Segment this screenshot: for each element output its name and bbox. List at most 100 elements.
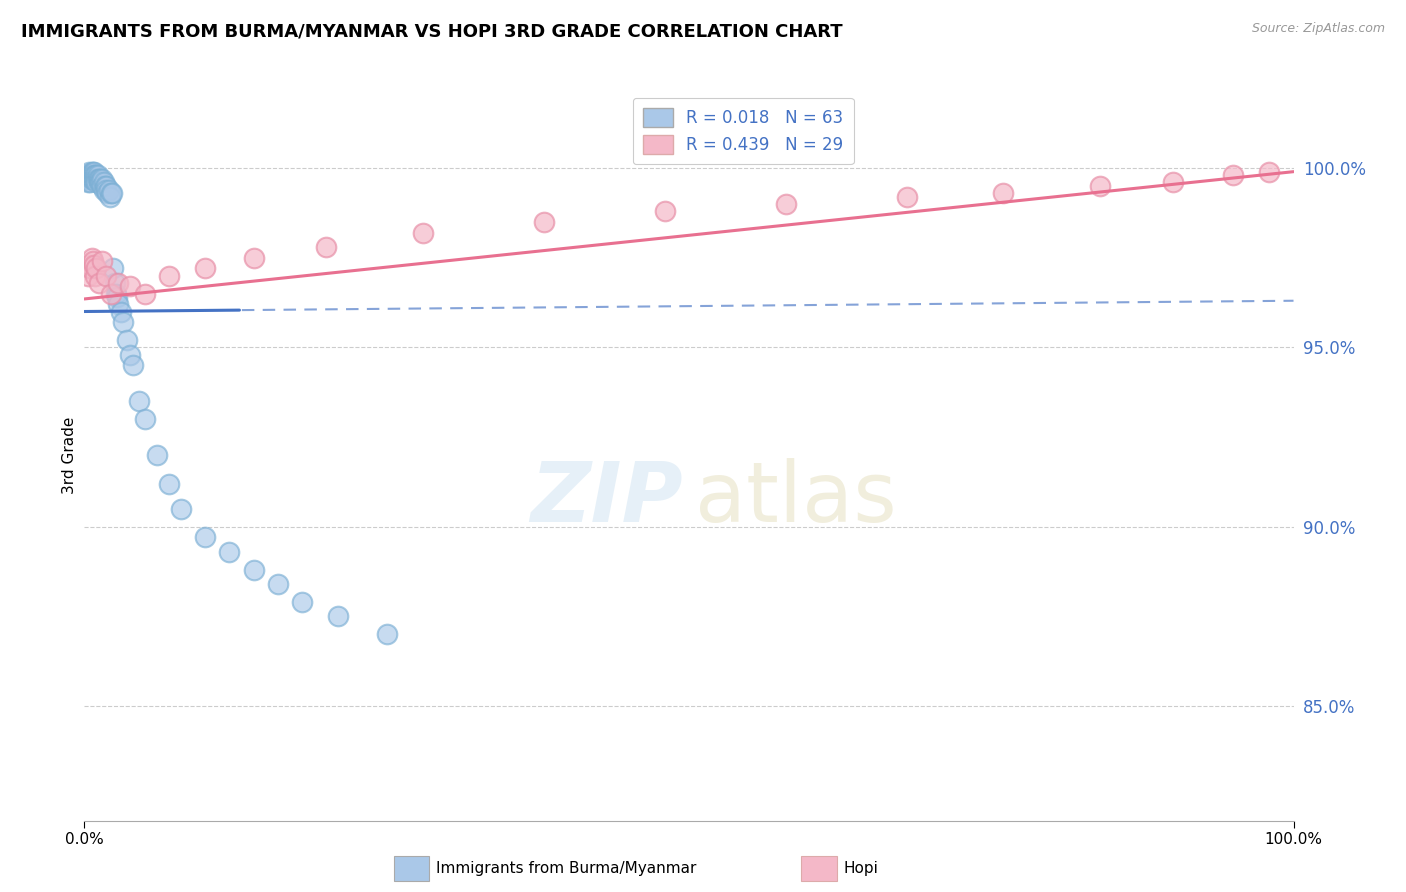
Point — [115, 333, 138, 347]
Point — [93, 176, 115, 190]
Point — [83, 164, 105, 178]
Point — [1161, 176, 1184, 190]
Point — [98, 190, 121, 204]
Point — [412, 226, 434, 240]
Point — [79, 261, 101, 276]
Point — [77, 176, 100, 190]
Point — [128, 394, 150, 409]
Point — [120, 279, 142, 293]
Point — [100, 186, 122, 201]
Point — [91, 254, 114, 268]
Point — [104, 276, 127, 290]
Point — [170, 501, 193, 516]
Point — [86, 168, 108, 182]
Text: ZIP: ZIP — [530, 458, 683, 540]
Point — [82, 164, 104, 178]
Point — [375, 627, 398, 641]
Point — [84, 171, 107, 186]
Point — [77, 258, 100, 272]
Point — [94, 179, 117, 194]
Point — [86, 168, 108, 182]
Text: Immigrants from Burma/Myanmar: Immigrants from Burma/Myanmar — [436, 862, 696, 876]
Point — [121, 359, 143, 373]
Point — [77, 268, 100, 283]
Point — [89, 171, 111, 186]
Point — [86, 171, 108, 186]
Legend: R = 0.018   N = 63, R = 0.439   N = 29: R = 0.018 N = 63, R = 0.439 N = 29 — [633, 97, 853, 164]
Point — [87, 176, 110, 190]
Point — [107, 297, 129, 311]
Point — [896, 190, 918, 204]
Point — [84, 168, 107, 182]
Point — [146, 448, 169, 462]
Text: IMMIGRANTS FROM BURMA/MYANMAR VS HOPI 3RD GRADE CORRELATION CHART: IMMIGRANTS FROM BURMA/MYANMAR VS HOPI 3R… — [21, 22, 842, 40]
Point — [96, 186, 118, 201]
Point — [533, 215, 555, 229]
Point — [91, 171, 114, 186]
Point — [242, 563, 264, 577]
Point — [93, 183, 115, 197]
Point — [89, 176, 111, 190]
Point — [112, 315, 135, 329]
Point — [218, 545, 240, 559]
Point — [194, 261, 217, 276]
Point — [87, 171, 110, 186]
Point — [103, 261, 125, 276]
Point — [1258, 164, 1281, 178]
Point — [134, 286, 156, 301]
Point — [194, 530, 217, 544]
Point — [83, 171, 105, 186]
Point — [76, 171, 98, 186]
Point — [82, 168, 104, 182]
Point — [79, 168, 101, 182]
Point — [80, 164, 103, 178]
Y-axis label: 3rd Grade: 3rd Grade — [62, 417, 77, 493]
Point — [267, 577, 290, 591]
Point — [328, 609, 350, 624]
Point — [157, 268, 180, 283]
Point — [77, 164, 100, 178]
Point — [94, 183, 117, 197]
Point — [993, 186, 1015, 201]
Point — [80, 168, 103, 182]
Point — [654, 204, 676, 219]
Point — [105, 290, 128, 304]
Point — [82, 171, 104, 186]
Point — [157, 476, 180, 491]
Point — [97, 183, 120, 197]
Point — [79, 176, 101, 190]
Point — [120, 347, 142, 361]
Point — [86, 261, 108, 276]
Point — [110, 304, 132, 318]
Point — [87, 276, 110, 290]
Point — [86, 176, 108, 190]
Text: atlas: atlas — [695, 458, 897, 540]
Point — [82, 254, 104, 268]
Point — [94, 268, 117, 283]
Point — [100, 286, 122, 301]
Point — [1088, 179, 1111, 194]
Text: Hopi: Hopi — [844, 862, 879, 876]
Point — [83, 258, 105, 272]
Point — [242, 251, 264, 265]
Point — [84, 268, 107, 283]
Point — [77, 168, 100, 182]
Point — [80, 251, 103, 265]
Point — [94, 179, 117, 194]
Point — [1222, 168, 1244, 182]
Point — [775, 197, 797, 211]
Point — [83, 168, 105, 182]
Point — [291, 595, 314, 609]
Point — [104, 286, 127, 301]
Point — [90, 176, 112, 190]
Point — [80, 171, 103, 186]
Point — [315, 240, 337, 254]
Point — [91, 179, 114, 194]
Point — [134, 412, 156, 426]
Text: Source: ZipAtlas.com: Source: ZipAtlas.com — [1251, 22, 1385, 36]
Point — [107, 276, 129, 290]
Point — [101, 186, 124, 201]
Point — [86, 171, 108, 186]
Point — [79, 171, 101, 186]
Point — [77, 171, 100, 186]
